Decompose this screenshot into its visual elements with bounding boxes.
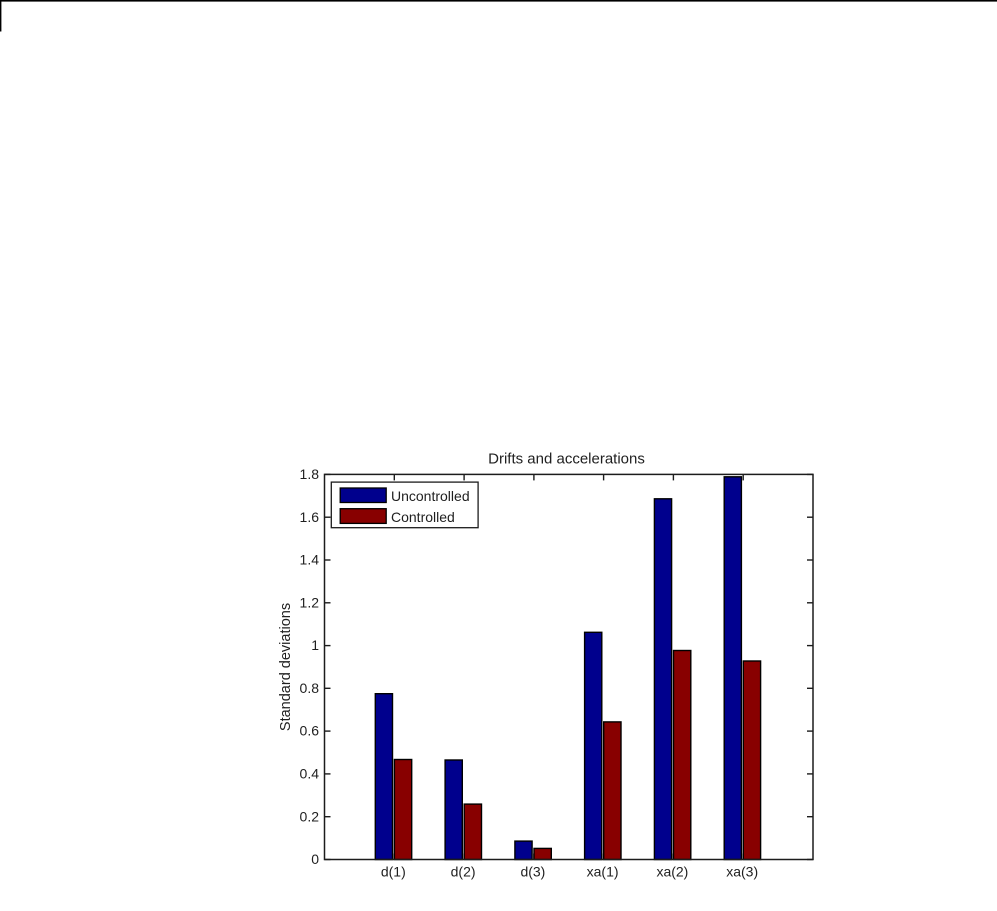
svg-text:Drifts and accelerations: Drifts and accelerations [488, 450, 645, 467]
svg-text:0.8: 0.8 [300, 680, 320, 696]
svg-text:d(2): d(2) [451, 864, 476, 880]
svg-text:1.6: 1.6 [300, 509, 320, 525]
svg-text:xa(2): xa(2) [656, 864, 688, 880]
svg-text:1.2: 1.2 [300, 594, 320, 610]
svg-text:1.8: 1.8 [300, 466, 320, 482]
svg-text:1: 1 [311, 637, 319, 653]
svg-text:xa(1): xa(1) [587, 864, 619, 880]
svg-text:Controlled: Controlled [391, 509, 455, 525]
svg-text:Standard deviations: Standard deviations [278, 603, 294, 731]
svg-text:Uncontrolled: Uncontrolled [391, 488, 470, 504]
svg-text:1.4: 1.4 [300, 552, 320, 568]
svg-text:0.4: 0.4 [300, 766, 320, 782]
svg-text:d(3): d(3) [520, 864, 545, 880]
svg-text:0.6: 0.6 [300, 723, 320, 739]
svg-text:0: 0 [311, 851, 319, 867]
svg-text:d(1): d(1) [381, 864, 406, 880]
svg-text:0.2: 0.2 [300, 808, 320, 824]
svg-text:xa(3): xa(3) [726, 864, 758, 880]
